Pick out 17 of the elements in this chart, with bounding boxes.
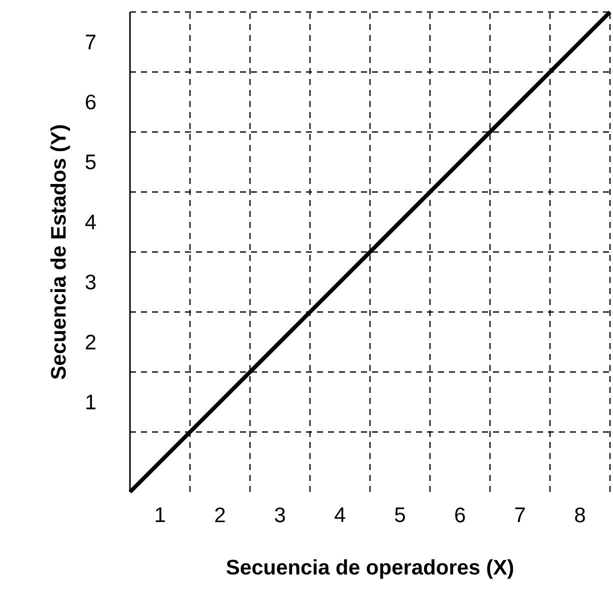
x-tick-label: 6: [455, 508, 465, 522]
x-axis-title: Secuencia de operadores (X): [226, 559, 514, 579]
y-tick-label: 4: [85, 214, 96, 230]
y-tick-label: 7: [86, 34, 96, 50]
y-tick-label: 5: [86, 154, 96, 170]
y-axis-title: Secuencia de Estados (Y): [50, 125, 70, 380]
x-tick-label: 2: [215, 508, 225, 522]
x-tick-label: 7: [515, 508, 525, 522]
x-tick-label: 4: [334, 508, 346, 522]
y-tick-label: 2: [86, 334, 96, 350]
y-tick-label: 6: [86, 94, 96, 110]
y-tick-label: 1: [86, 394, 96, 410]
x-tick-label: 5: [395, 508, 405, 522]
x-tick-label: 3: [274, 508, 285, 522]
x-tick-label: 1: [156, 508, 165, 522]
y-tick-label: 3: [86, 274, 96, 290]
x-tick-label: 8: [575, 508, 585, 522]
